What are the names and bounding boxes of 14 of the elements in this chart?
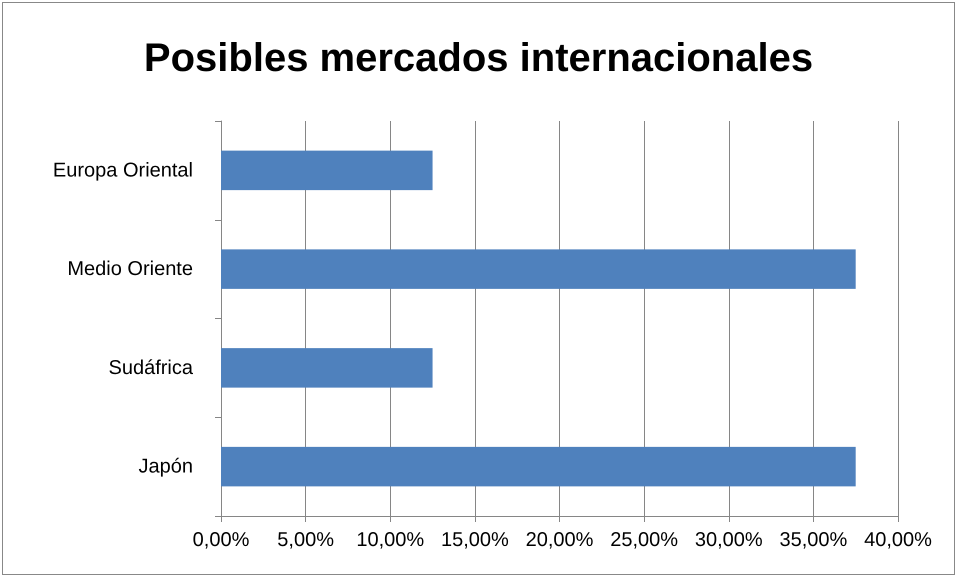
y-tick-label: Medio Oriente <box>67 258 193 280</box>
x-tick-label: 25,00% <box>610 529 678 551</box>
x-tick-label: 20,00% <box>526 529 594 551</box>
x-tick-label: 15,00% <box>440 529 509 551</box>
y-tick-label: Japón <box>138 456 193 478</box>
x-tick-label: 40,00% <box>864 529 932 551</box>
x-tick-label: 0,00% <box>192 529 250 551</box>
chart-title: Posibles mercados internacionales <box>144 36 814 80</box>
x-tick-label: 10,00% <box>356 529 424 551</box>
x-tick-label: 30,00% <box>694 529 763 551</box>
x-tick-label: 5,00% <box>277 529 334 551</box>
y-tick-label: Sudáfrica <box>108 356 194 379</box>
y-tick-label: Europa Oriental <box>52 159 193 182</box>
x-tick-label: 35,00% <box>779 529 848 551</box>
